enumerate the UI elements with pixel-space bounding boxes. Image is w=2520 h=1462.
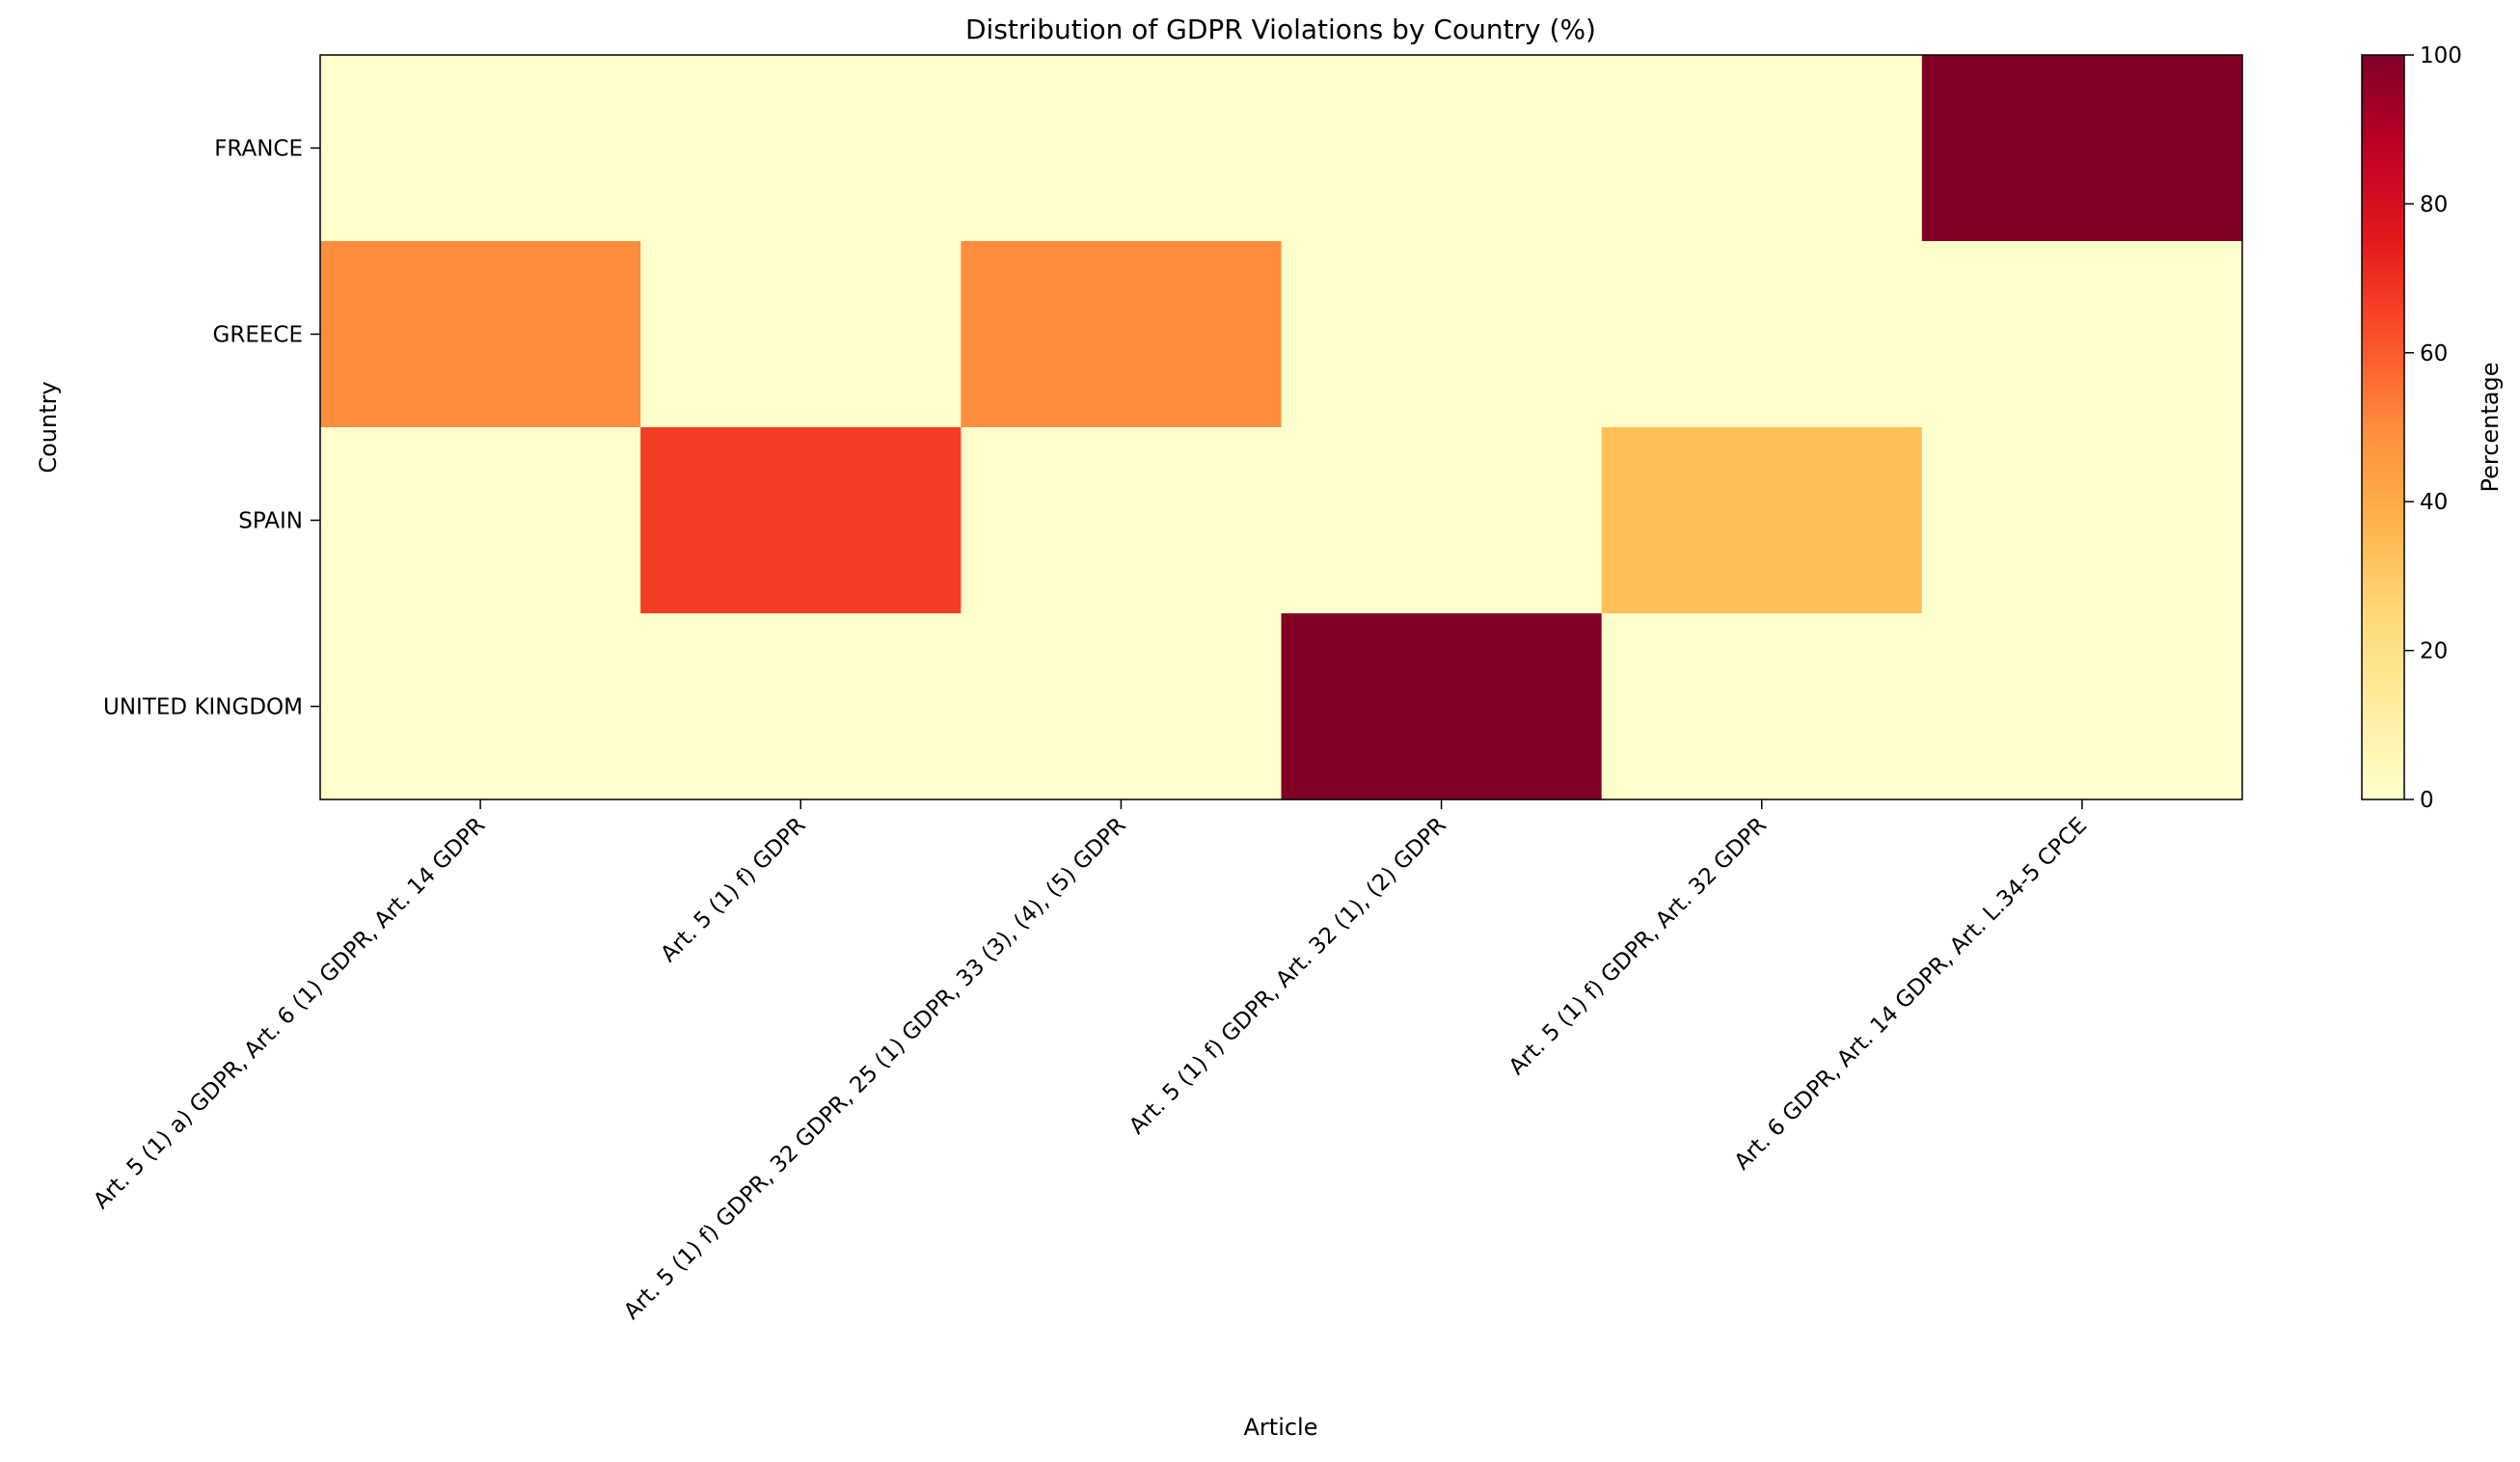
heatmap-cell xyxy=(640,241,962,428)
colorbar-gradient xyxy=(2361,54,2405,800)
heatmap-cell xyxy=(1921,427,2243,614)
heatmap-cell xyxy=(961,427,1283,614)
colorbar-tick-label: 100 xyxy=(2420,43,2462,68)
heatmap-cell xyxy=(640,613,962,800)
heatmap-cell xyxy=(1601,613,1923,800)
x-tick-label: Art. 5 (1) f) GDPR, Art. 32 GDPR xyxy=(1504,813,1772,1080)
heatmap-cell xyxy=(640,427,962,614)
plot-frame xyxy=(319,54,2243,800)
heatmap-cell xyxy=(1921,613,2243,800)
heatmap-cell xyxy=(320,241,641,428)
heatmap-cell xyxy=(1281,55,1603,242)
x-tick-label: Art. 5 (1) f) GDPR, 32 GDPR, 25 (1) GDPR… xyxy=(619,813,1131,1325)
heatmap-cell xyxy=(640,55,962,242)
x-axis-label: Article xyxy=(1244,1414,1318,1441)
x-tick-label: Art. 5 (1) f) GDPR, Art. 32 (1), (2) GDP… xyxy=(1125,813,1451,1140)
heatmap-cell xyxy=(320,613,641,800)
heatmap-cell xyxy=(961,241,1283,428)
colorbar-ticks: 0 20 40 60 80 100 xyxy=(2404,43,2462,813)
colorbar-tick-label: 0 xyxy=(2420,788,2434,813)
heatmap-cells xyxy=(320,55,2243,800)
y-axis-label: Country xyxy=(35,381,62,473)
colorbar-label: Percentage xyxy=(2477,362,2504,492)
y-tick-label: GREECE xyxy=(213,323,303,348)
colorbar-tick-label: 40 xyxy=(2420,490,2448,515)
heatmap-cell xyxy=(320,427,641,614)
heatmap-cell xyxy=(1601,241,1923,428)
heatmap-cell xyxy=(1281,613,1603,800)
heatmap-cell xyxy=(1921,55,2243,242)
x-axis-ticks: Art. 5 (1) a) GDPR, Art. 6 (1) GDPR, Art… xyxy=(89,799,2092,1324)
heatmap-cell xyxy=(1281,427,1603,614)
y-tick-label: SPAIN xyxy=(238,509,303,534)
y-tick-label: UNITED KINGDOM xyxy=(103,695,303,720)
heatmap-cell xyxy=(1921,241,2243,428)
x-tick-label: Art. 5 (1) f) GDPR xyxy=(656,813,810,967)
heatmap-cell xyxy=(1601,55,1923,242)
x-tick-label: Art. 5 (1) a) GDPR, Art. 6 (1) GDPR, Art… xyxy=(89,813,490,1214)
chart-title: Distribution of GDPR Violations by Count… xyxy=(965,14,1596,45)
colorbar-tick-label: 80 xyxy=(2420,192,2448,217)
heatmap-cell xyxy=(961,55,1283,242)
y-axis-ticks: FRANCE GREECE SPAIN UNITED KINGDOM xyxy=(103,137,320,720)
heatmap-cell xyxy=(961,613,1283,800)
y-tick-label: FRANCE xyxy=(214,137,303,162)
heatmap-cell xyxy=(320,55,641,242)
heatmap-cell xyxy=(1601,427,1923,614)
x-tick-label: Art. 6 GDPR, Art. 14 GDPR, Art. L.34-5 C… xyxy=(1730,813,2093,1176)
colorbar-tick-label: 20 xyxy=(2420,639,2448,664)
colorbar-tick-label: 60 xyxy=(2420,341,2448,366)
heatmap-cell xyxy=(1281,241,1603,428)
